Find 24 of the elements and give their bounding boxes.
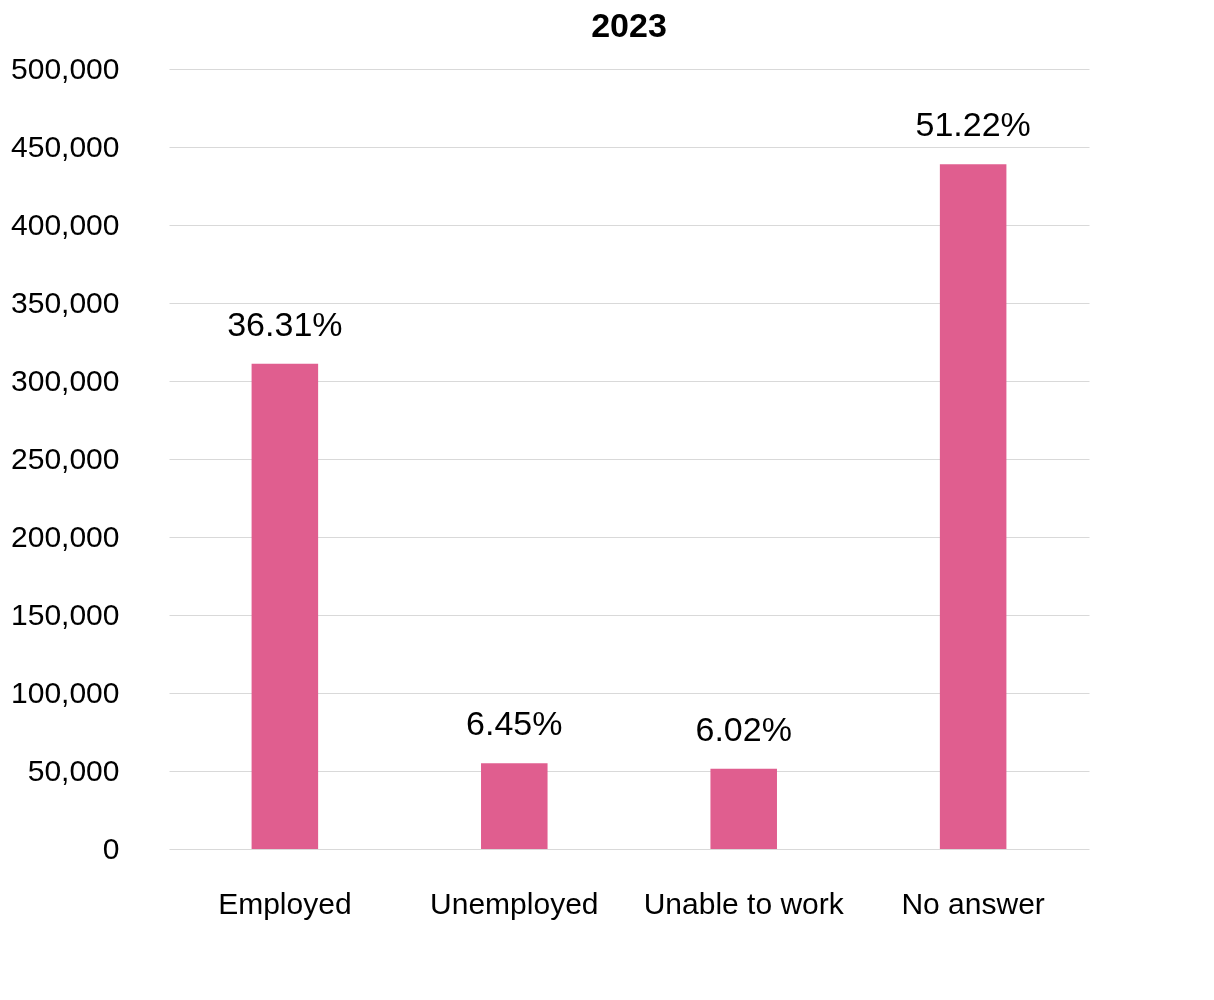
y-tick-label: 150,000 [11,597,120,631]
bar [251,363,319,849]
annotation: 6.45% [466,704,563,743]
x-tick-label: No answer [901,886,1045,920]
bar [939,164,1007,849]
y-tick-label: 500,000 [11,51,120,85]
chart-title: 2023 [591,6,667,44]
y-tick-label: 0 [102,831,120,865]
annotation: 6.02% [695,709,792,748]
y-tick-label: 200,000 [11,519,120,553]
y-tick-label: 350,000 [11,285,120,319]
y-tick-label: 300,000 [11,363,120,397]
y-tick-label: 450,000 [11,129,120,163]
x-tick-label: Unemployed [430,886,599,920]
y-tick-label: 50,000 [27,753,120,787]
x-tick-label: Employed [218,886,352,920]
y-tick-label: 100,000 [11,675,120,709]
y-tick-label: 250,000 [11,441,120,475]
annotation: 51.22% [915,105,1031,144]
bar [710,768,777,849]
y-tick-label: 400,000 [11,207,120,241]
annotation: 36.31% [227,304,343,343]
bar [481,763,548,849]
x-tick-label: Unable to work [643,886,845,920]
